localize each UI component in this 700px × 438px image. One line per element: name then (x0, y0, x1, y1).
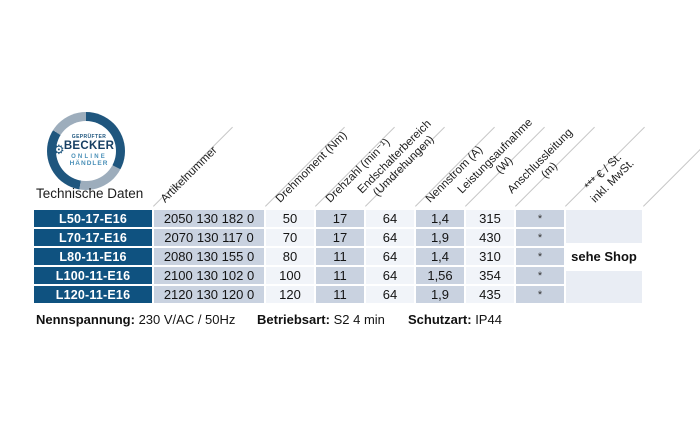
badge-text: GEPRÜFTER BECKER ONLINE HÄNDLER (57, 122, 115, 180)
cell-artikelnummer: 2080 130 155 0 (154, 248, 264, 265)
table-row: L120-11-E16 2120 130 120 0 120 11 64 1,9… (34, 286, 564, 303)
cell-drehmoment: 80 (266, 248, 314, 265)
cell-model: L100-11-E16 (34, 267, 152, 284)
cell-drehzahl: 11 (316, 248, 364, 265)
badge-ring (47, 112, 125, 190)
cell-artikelnummer: 2100 130 102 0 (154, 267, 264, 284)
spec-value: IP44 (475, 312, 502, 327)
spec-label: Betriebsart: (257, 312, 330, 327)
badge-line-online: ONLINE (71, 153, 107, 160)
cell-nennstrom: 1,4 (416, 210, 464, 227)
spec-betriebsart: Betriebsart: S2 4 min (257, 312, 385, 327)
cell-endschalterbereich: 64 (366, 286, 414, 303)
cell-drehzahl: 17 (316, 210, 364, 227)
technical-data-table: L50-17-E16 2050 130 182 0 50 17 64 1,4 3… (34, 210, 564, 305)
cell-anschlussleitung: * (516, 210, 564, 227)
cell-artikelnummer: 2050 130 182 0 (154, 210, 264, 227)
cell-endschalterbereich: 64 (366, 248, 414, 265)
cell-drehmoment: 50 (266, 210, 314, 227)
sehe-shop-note[interactable]: sehe Shop (566, 242, 642, 271)
table-row: L70-17-E16 2070 130 117 0 70 17 64 1,9 4… (34, 229, 564, 246)
cell-endschalterbereich: 64 (366, 267, 414, 284)
cell-drehzahl: 11 (316, 286, 364, 303)
badge-line-becker: BECKER (63, 140, 115, 153)
table-row: L100-11-E16 2100 130 102 0 100 11 64 1,5… (34, 267, 564, 284)
cell-model: L70-17-E16 (34, 229, 152, 246)
spec-nennspannung: Nennspannung: 230 V/AC / 50Hz (36, 312, 235, 327)
cell-anschlussleitung: * (516, 267, 564, 284)
cell-nennstrom: 1,4 (416, 248, 464, 265)
cell-nennstrom: 1,9 (416, 286, 464, 303)
spec-label: Schutzart: (408, 312, 472, 327)
cell-drehmoment: 70 (266, 229, 314, 246)
becker-online-haendler-badge: ⚙ GEPRÜFTER BECKER ONLINE HÄNDLER (47, 112, 125, 190)
table-row: L50-17-E16 2050 130 182 0 50 17 64 1,4 3… (34, 210, 564, 227)
cell-leistungsaufnahme: 310 (466, 248, 514, 265)
cell-anschlussleitung: * (516, 286, 564, 303)
cell-anschlussleitung: * (516, 248, 564, 265)
cell-leistungsaufnahme: 315 (466, 210, 514, 227)
badge-line-haendler: HÄNDLER (69, 160, 109, 168)
spec-value: S2 4 min (333, 312, 385, 327)
cell-nennstrom: 1,9 (416, 229, 464, 246)
cell-model: L80-11-E16 (34, 248, 152, 265)
cell-leistungsaufnahme: 435 (466, 286, 514, 303)
cell-nennstrom: 1,56 (416, 267, 464, 284)
gear-icon: ⚙ (53, 142, 65, 157)
cell-leistungsaufnahme: 354 (466, 267, 514, 284)
cell-drehzahl: 11 (316, 267, 364, 284)
cell-model: L120-11-E16 (34, 286, 152, 303)
spec-value: 230 V/AC / 50Hz (138, 312, 236, 327)
cell-endschalterbereich: 64 (366, 210, 414, 227)
column-header-preis: *** € / St. inkl. MwSt. (580, 148, 638, 206)
sehe-shop-label: sehe Shop (571, 249, 637, 264)
cell-endschalterbereich: 64 (366, 229, 414, 246)
spec-schutzart: Schutzart: IP44 (408, 312, 502, 327)
cell-drehmoment: 120 (266, 286, 314, 303)
cell-drehzahl: 17 (316, 229, 364, 246)
spec-label: Nennspannung: (36, 312, 135, 327)
price-column: sehe Shop (566, 210, 642, 303)
cell-model: L50-17-E16 (34, 210, 152, 227)
header-divider-line (643, 126, 700, 207)
cell-anschlussleitung: * (516, 229, 564, 246)
cell-artikelnummer: 2120 130 120 0 (154, 286, 264, 303)
table-row: L80-11-E16 2080 130 155 0 80 11 64 1,4 3… (34, 248, 564, 265)
cell-leistungsaufnahme: 430 (466, 229, 514, 246)
column-header-artikelnummer: Artikelnummer (159, 144, 221, 206)
cell-drehmoment: 100 (266, 267, 314, 284)
cell-artikelnummer: 2070 130 117 0 (154, 229, 264, 246)
section-title: Technische Daten (36, 186, 144, 201)
header-text: Artikelnummer (158, 144, 220, 206)
badge-line-gepruefter: GEPRÜFTER (71, 133, 107, 140)
